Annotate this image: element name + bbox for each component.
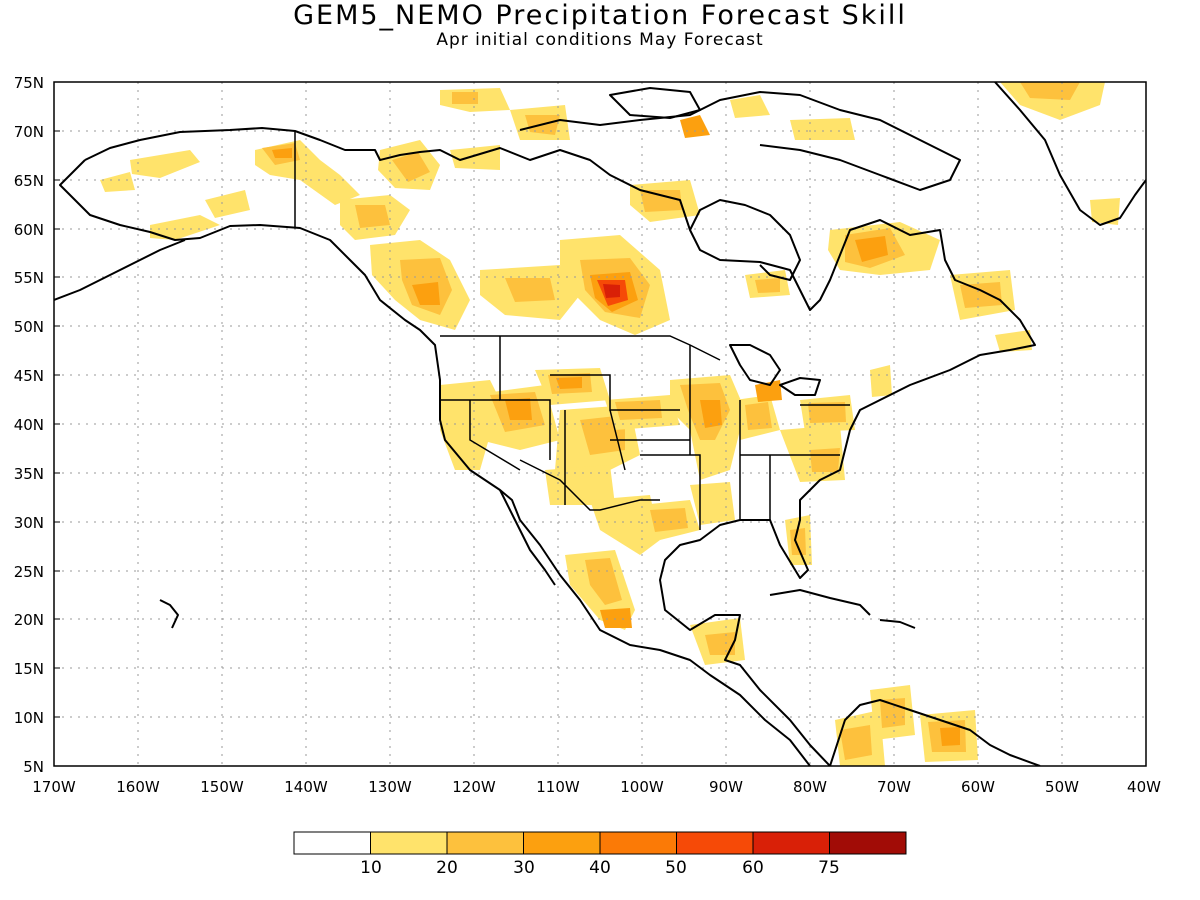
colorbar-swatch — [446, 831, 524, 855]
longitude-labels: 170W 160W 150W 140W 130W 120W 110W 100W … — [32, 778, 1161, 796]
lon-tick-label: 140W — [284, 778, 328, 796]
colorbar-swatch — [599, 831, 677, 855]
lat-tick-label: 50N — [14, 318, 44, 336]
lon-tick-label: 130W — [368, 778, 412, 796]
colorbar-labels: 10 20 30 40 50 60 75 — [360, 858, 840, 878]
colorbar-swatch — [293, 831, 371, 855]
colorbar-swatch — [370, 831, 448, 855]
colorbar: 10 20 30 40 50 60 75 — [293, 831, 907, 878]
lat-tick-label: 75N — [14, 74, 44, 92]
colorbar-label: 60 — [742, 858, 764, 878]
colorbar-swatch — [829, 831, 907, 855]
lon-tick-label: 160W — [116, 778, 160, 796]
colorbar-label: 50 — [665, 858, 687, 878]
colorbar-swatches — [293, 831, 907, 855]
lat-tick-label: 40N — [14, 416, 44, 434]
boundaries — [294, 131, 850, 530]
lat-tick-label: 35N — [14, 465, 44, 483]
colorbar-label: 30 — [513, 858, 535, 878]
lon-tick-label: 80W — [793, 778, 827, 796]
lon-tick-label: 70W — [877, 778, 911, 796]
lon-tick-label: 50W — [1045, 778, 1079, 796]
lat-tick-label: 65N — [14, 172, 44, 190]
axis-tick-marks — [54, 81, 60, 767]
lon-tick-label: 150W — [200, 778, 244, 796]
map-subtitle: Apr initial conditions May Forecast — [436, 30, 764, 50]
coastlines — [54, 82, 1146, 766]
lat-tick-label: 55N — [14, 269, 44, 287]
lat-tick-label: 10N — [14, 709, 44, 727]
colorbar-label: 75 — [818, 858, 840, 878]
lon-tick-label: 100W — [620, 778, 664, 796]
colorbar-label: 40 — [589, 858, 611, 878]
lat-tick-label: 60N — [14, 221, 44, 239]
lon-tick-label: 90W — [709, 778, 743, 796]
colorbar-swatch — [523, 831, 601, 855]
lat-tick-label: 25N — [14, 563, 44, 581]
lat-tick-label: 70N — [14, 123, 44, 141]
colorbar-label: 10 — [360, 858, 382, 878]
lat-tick-label: 45N — [14, 367, 44, 385]
colorbar-swatch — [676, 831, 754, 855]
lat-tick-label: 20N — [14, 611, 44, 629]
colorbar-swatch — [752, 831, 830, 855]
lat-tick-label: 15N — [14, 660, 44, 678]
lat-tick-label: 5N — [23, 758, 44, 776]
lat-tick-label: 30N — [14, 514, 44, 532]
lon-tick-label: 170W — [32, 778, 76, 796]
map-title: GEM5_NEMO Precipitation Forecast Skill — [293, 0, 907, 31]
colorbar-label: 20 — [436, 858, 458, 878]
lon-tick-label: 120W — [452, 778, 496, 796]
lon-tick-label: 110W — [536, 778, 580, 796]
latitude-labels: 75N 70N 65N 60N 55N 50N 45N 40N 35N 30N … — [14, 74, 44, 776]
lon-tick-label: 40W — [1127, 778, 1161, 796]
lon-tick-label: 60W — [961, 778, 995, 796]
